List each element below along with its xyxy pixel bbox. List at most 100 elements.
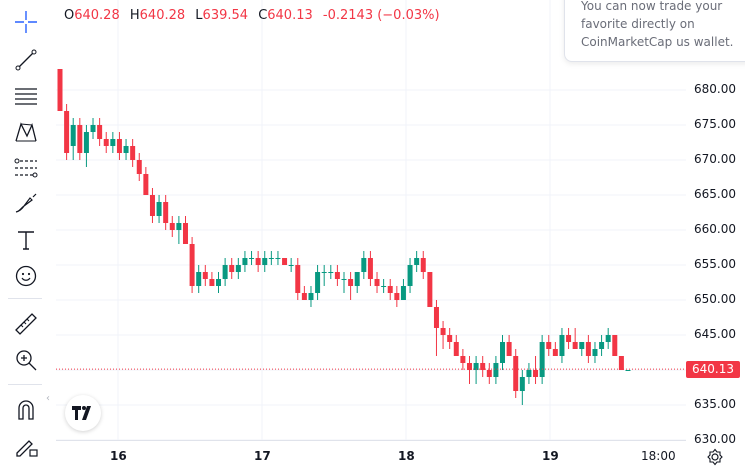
candle	[255, 258, 261, 265]
pattern-icon[interactable]	[10, 118, 42, 146]
candle	[381, 286, 387, 287]
candles	[57, 69, 631, 405]
candle	[572, 342, 578, 349]
candle	[559, 335, 565, 356]
price-tick: 645.00	[694, 327, 736, 341]
price-tick: 635.00	[694, 397, 736, 411]
candle	[533, 370, 539, 377]
candle	[222, 265, 228, 279]
candle	[367, 258, 373, 279]
time-tick: 18:00	[641, 449, 676, 463]
candle	[400, 286, 406, 300]
chart-grid	[56, 0, 686, 440]
candle	[486, 370, 492, 377]
price-tick: 660.00	[694, 222, 736, 236]
notification-toast[interactable]: You can now trade your favorite directly…	[564, 0, 745, 62]
candle	[130, 146, 136, 160]
crosshair-icon[interactable]	[10, 8, 42, 36]
brush-icon[interactable]	[10, 190, 42, 218]
candle	[599, 342, 605, 349]
candle	[295, 265, 301, 293]
candle	[612, 335, 618, 356]
emoji-icon[interactable]	[10, 262, 42, 290]
candle	[447, 335, 453, 342]
horizontal-lines-icon[interactable]	[10, 82, 42, 110]
close-value: 640.13	[267, 8, 313, 23]
candle	[341, 279, 347, 280]
change-value: -0.2143 (−0.03%)	[322, 8, 440, 23]
fib-icon[interactable]	[10, 154, 42, 182]
candle	[136, 160, 142, 174]
candle	[103, 139, 109, 146]
candle	[453, 342, 459, 356]
candle	[308, 293, 314, 300]
candle	[433, 307, 439, 328]
price-tick: 665.00	[694, 187, 736, 201]
candle	[268, 258, 274, 259]
price-tick: 680.00	[694, 82, 736, 96]
candle	[196, 272, 202, 286]
chevron-left-icon[interactable]: ‹	[46, 393, 50, 404]
candle	[592, 349, 598, 356]
lock-pencil-icon[interactable]	[10, 432, 42, 460]
high-value: 640.28	[139, 8, 186, 23]
candlestick-chart[interactable]	[56, 0, 686, 440]
candle	[242, 258, 248, 265]
candle	[440, 328, 446, 335]
candle	[420, 258, 426, 272]
magnet-icon[interactable]	[10, 396, 42, 424]
candle	[519, 377, 525, 391]
candle	[473, 363, 479, 370]
candle	[328, 272, 334, 273]
gear-icon[interactable]	[706, 448, 724, 466]
text-tool-icon[interactable]	[10, 226, 42, 254]
candle	[566, 335, 572, 342]
candle	[480, 363, 486, 370]
candle	[156, 202, 162, 216]
candle	[163, 202, 169, 223]
ruler-icon[interactable]	[10, 310, 42, 338]
candle	[209, 279, 215, 286]
candle	[526, 370, 532, 377]
tradingview-logo-icon[interactable]	[65, 395, 101, 431]
low-label: L	[195, 8, 203, 23]
candle	[493, 363, 499, 377]
candle	[262, 258, 268, 265]
candle	[202, 272, 208, 279]
candle	[387, 286, 393, 293]
candle	[513, 356, 519, 391]
trend-line-icon[interactable]	[10, 46, 42, 74]
candle	[618, 356, 624, 370]
price-tick: 655.00	[694, 257, 736, 271]
candle	[282, 258, 288, 265]
toolbar-divider	[8, 384, 42, 385]
candle	[460, 356, 466, 363]
candle	[216, 279, 222, 286]
candle	[506, 342, 512, 356]
candle	[57, 69, 63, 111]
price-tick: 670.00	[694, 152, 736, 166]
candle	[249, 258, 255, 259]
drawing-toolbar	[0, 0, 52, 470]
candle	[229, 265, 235, 272]
candle	[110, 139, 116, 146]
candle	[275, 258, 281, 259]
candle	[334, 272, 340, 279]
candle	[149, 195, 155, 216]
time-axis[interactable]: 16 17 18 19 18:00	[56, 440, 686, 471]
candle	[625, 370, 631, 371]
candle	[116, 139, 122, 153]
ohlc-legend: O640.28 H640.28 L639.54 C640.13 -0.2143 …	[64, 8, 446, 23]
candle	[176, 223, 182, 230]
time-tick: 17	[254, 449, 271, 463]
candle	[321, 272, 327, 273]
candle	[427, 272, 433, 307]
time-tick: 18	[398, 449, 415, 463]
candle	[315, 272, 321, 293]
candle	[361, 258, 367, 272]
candle	[585, 342, 591, 356]
candle	[77, 125, 83, 153]
zoom-icon[interactable]	[10, 346, 42, 374]
candle	[189, 244, 195, 286]
candle	[354, 272, 360, 286]
